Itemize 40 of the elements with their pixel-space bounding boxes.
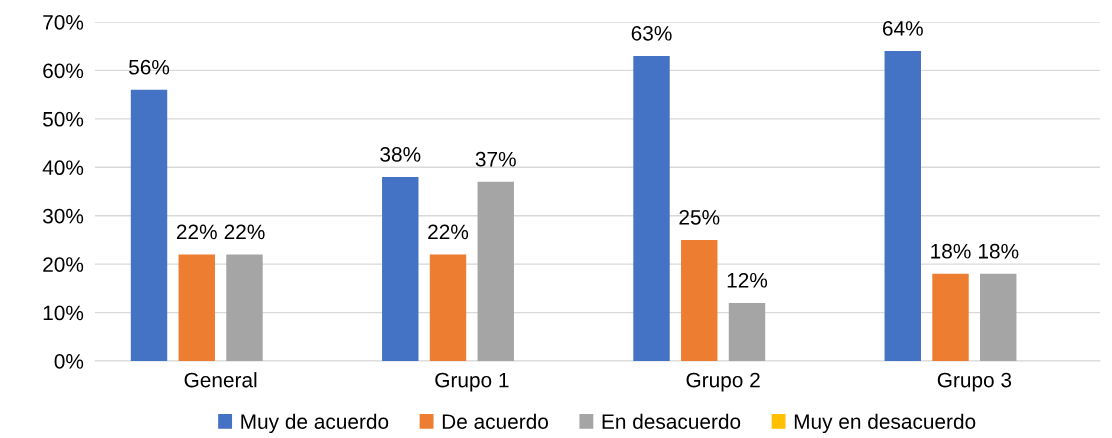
bar	[728, 302, 766, 361]
bar	[477, 181, 514, 361]
y-tick-label: 50%	[43, 111, 84, 127]
data-label: 18%	[978, 243, 1019, 259]
bar	[429, 254, 467, 361]
legend-label: En desacuerdo	[602, 413, 741, 429]
data-label: 25%	[679, 209, 720, 225]
y-tick-label: 70%	[43, 15, 84, 30]
bar	[980, 273, 1017, 361]
bar	[382, 176, 419, 361]
x-tick-label: Grupo 3	[937, 372, 1012, 392]
bar	[130, 89, 168, 361]
legend-label: Muy de acuerdo	[241, 413, 389, 434]
y-tick-label: 40%	[42, 160, 84, 176]
bar	[932, 273, 969, 361]
y-tick-label: 10%	[43, 305, 84, 321]
bar	[633, 55, 670, 361]
data-label: 56%	[129, 59, 170, 75]
x-tick-label: Grupo 2	[686, 372, 760, 392]
bar	[681, 239, 718, 361]
x-tick-label: General	[184, 372, 257, 388]
data-label: 63%	[631, 25, 672, 41]
y-tick-label: 60%	[43, 63, 84, 79]
x-tick-label: Grupo 1	[435, 372, 509, 392]
data-label: 12%	[727, 272, 768, 288]
bar	[884, 51, 921, 361]
data-label: 22%	[224, 224, 265, 240]
data-label: 22%	[428, 224, 469, 240]
bar	[178, 254, 215, 361]
legend-label: De acuerdo	[442, 413, 548, 429]
y-tick-label: 0%	[54, 354, 84, 369]
data-label: 37%	[475, 151, 516, 167]
y-tick-label: 20%	[43, 257, 84, 272]
bar	[226, 254, 263, 361]
data-label: 38%	[380, 146, 421, 162]
legend-label: Muy en desacuerdo	[794, 413, 976, 434]
data-label: 64%	[882, 21, 923, 36]
y-tick-label: 30%	[42, 208, 84, 224]
data-label: 22%	[176, 224, 217, 240]
data-label: 18%	[931, 243, 971, 259]
